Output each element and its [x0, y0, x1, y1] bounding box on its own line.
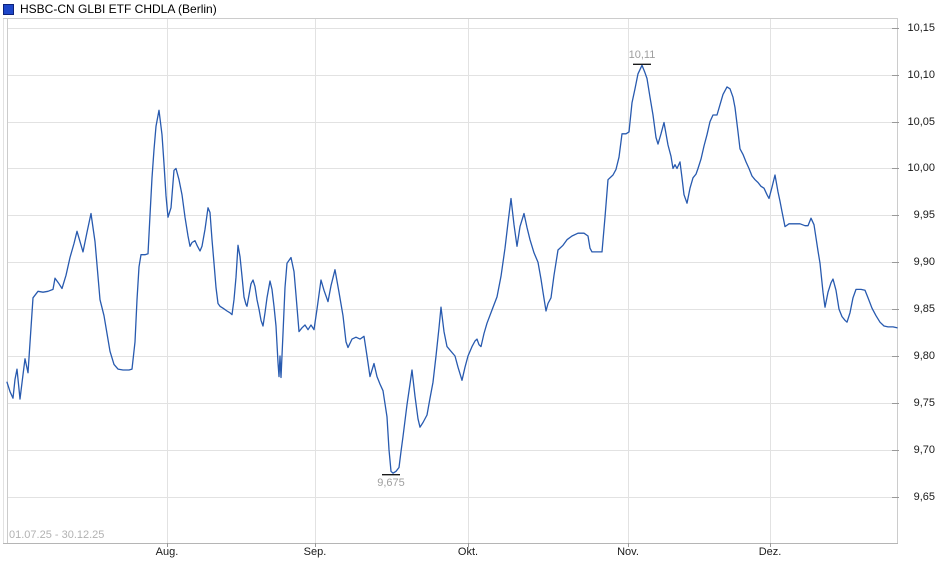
annotation-low-label: 9,675	[377, 477, 405, 490]
axis-ticks	[167, 28, 899, 547]
y-axis-label: 9,70	[913, 443, 935, 456]
price-series-line	[6, 64, 898, 474]
chart-header: HSBC-CN GLBI ETF CHDLA (Berlin)	[3, 2, 217, 16]
x-axis-label: Dez.	[758, 546, 782, 558]
annotation-ticks	[382, 63, 651, 476]
x-axis-label: Okt.	[457, 546, 479, 558]
y-axis-label: 10,15	[907, 21, 935, 34]
date-range-label: 01.07.25 - 30.12.25	[9, 529, 105, 541]
y-axis-label: 9,75	[913, 396, 935, 409]
y-axis-label: 9,90	[913, 256, 935, 269]
x-axis-label: Nov.	[617, 546, 639, 558]
y-axis-label: 10,05	[907, 115, 935, 128]
annotation-high-label: 10,11	[628, 49, 656, 62]
y-axis-label: 9,65	[913, 490, 935, 503]
x-axis-label: Sep.	[303, 546, 327, 558]
x-axis-label: Aug.	[155, 546, 179, 558]
y-axis-label: 9,95	[913, 209, 935, 222]
plot-frame	[3, 18, 898, 544]
gridlines	[7, 18, 897, 543]
y-axis-label: 9,80	[913, 349, 935, 362]
legend-swatch-icon	[3, 3, 14, 15]
y-axis-label: 10,00	[907, 162, 935, 175]
y-axis-label: 10,10	[907, 68, 935, 81]
y-axis-label: 9,85	[913, 303, 935, 316]
chart-title: HSBC-CN GLBI ETF CHDLA (Berlin)	[20, 2, 217, 16]
